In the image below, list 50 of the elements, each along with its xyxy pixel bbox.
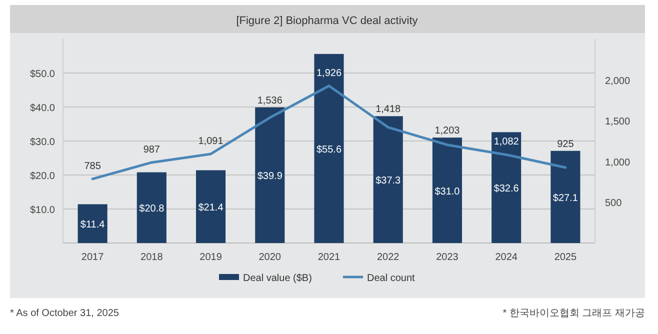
bar <box>550 150 580 243</box>
data-label: 987 <box>143 144 160 156</box>
x-tick-label: 2021 <box>318 252 341 263</box>
data-label: $11.4 <box>80 220 106 231</box>
y-tick-label: $50.0 <box>30 69 56 80</box>
x-tick-label: 2024 <box>495 252 518 263</box>
x-tick-label: 2025 <box>554 252 578 263</box>
bar <box>78 204 108 243</box>
y2-tick-label: 1,000 <box>605 157 630 168</box>
data-label: $37.3 <box>376 176 402 187</box>
bar <box>196 170 226 243</box>
x-tick-label: 2017 <box>81 252 104 263</box>
legend-label: Deal value ($B) <box>243 273 312 284</box>
data-label: 1,926 <box>316 68 342 79</box>
x-tick-label: 2018 <box>140 252 164 263</box>
y2-tick-label: 1,500 <box>605 116 630 128</box>
x-tick-label: 2023 <box>436 252 459 263</box>
x-tick-label: 2020 <box>258 252 282 263</box>
y2-tick-label: 2,000 <box>605 76 630 87</box>
bar <box>492 132 522 243</box>
y-tick-label: $20.0 <box>30 171 56 182</box>
legend-label: Deal count <box>367 273 416 284</box>
data-label: $55.6 <box>316 144 342 156</box>
data-label: $31.0 <box>434 186 460 198</box>
bar <box>432 138 462 243</box>
x-tick-label: 2019 <box>200 252 222 263</box>
data-label: 1,418 <box>376 104 402 116</box>
data-label: 1,536 <box>257 95 283 106</box>
y-tick-label: $10.0 <box>30 205 56 216</box>
text: * 한국바이오협회 그래프 재가공 <box>502 308 645 319</box>
y-tick-label: $40.0 <box>30 103 56 114</box>
data-label: 1,091 <box>198 136 224 147</box>
bar <box>136 172 166 243</box>
chart-title: [Figure 2] Biopharma VC deal activity <box>236 15 418 27</box>
x-tick-label: 2022 <box>376 252 400 263</box>
y-tick-label: $30.0 <box>30 137 56 148</box>
data-label: $20.8 <box>139 204 165 215</box>
data-label: $27.1 <box>552 192 578 204</box>
data-label: 1,082 <box>494 136 520 148</box>
bar <box>314 54 344 243</box>
data-label: $39.9 <box>257 171 283 182</box>
bar <box>255 107 285 243</box>
data-label: $32.6 <box>494 184 520 195</box>
data-label: 925 <box>557 138 574 150</box>
y2-tick-label: 500 <box>605 198 622 210</box>
bar <box>373 116 403 243</box>
data-label: 1,203 <box>434 126 460 137</box>
text: * As of October 31, 2025 <box>10 308 120 319</box>
data-label: $21.4 <box>198 202 224 214</box>
data-label: 785 <box>84 160 102 172</box>
